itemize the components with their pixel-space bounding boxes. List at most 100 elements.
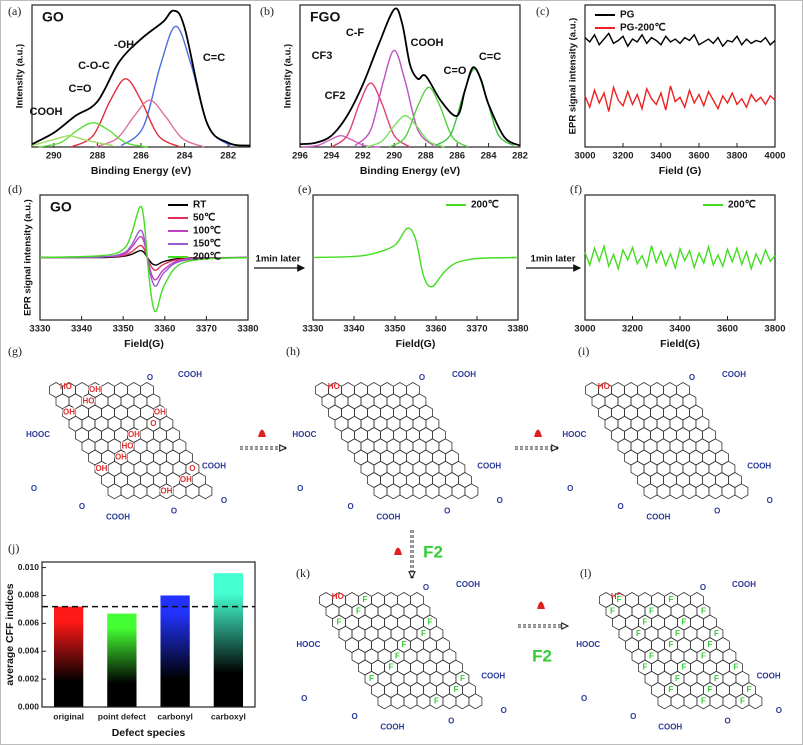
peak-label: COOH <box>30 106 63 118</box>
group-label: COOH <box>202 462 226 471</box>
lattice <box>49 382 213 500</box>
group-label: F <box>337 618 342 627</box>
bar <box>107 613 137 707</box>
group-label: O <box>423 583 429 592</box>
group-label: F <box>610 606 615 615</box>
group-label: COOH <box>477 462 501 471</box>
group-label: F <box>701 651 706 660</box>
arrow-head <box>279 444 288 452</box>
x-axis-label: Binding Energy (eV) <box>91 165 191 177</box>
lattice <box>315 382 479 500</box>
series-line <box>39 205 249 313</box>
group-label: F <box>643 618 648 627</box>
group-label: O <box>448 717 454 726</box>
panel-label: (e) <box>298 182 311 196</box>
group-label: F <box>649 651 654 660</box>
series-group <box>584 243 776 272</box>
group-label: COOH <box>376 513 400 522</box>
lattice <box>585 382 749 500</box>
group-label: HO <box>82 396 94 405</box>
panel-label: (h) <box>286 344 300 358</box>
arrow-head <box>297 264 306 272</box>
series-line <box>584 243 776 272</box>
series-line <box>31 9 251 147</box>
group-label: F <box>363 595 368 604</box>
group-label: COOH <box>481 672 505 681</box>
group-label: O <box>221 496 227 505</box>
group-label: COOH <box>178 370 202 379</box>
bar <box>160 595 190 707</box>
x-axis-label: Field(G) <box>124 338 164 350</box>
group-label: F <box>740 696 745 705</box>
series-line <box>70 78 181 148</box>
bar <box>213 573 244 707</box>
group-label: F <box>369 674 374 683</box>
hexagon <box>468 693 483 710</box>
x-axis-label: Binding Energy (eV) <box>360 165 460 177</box>
transition-label: 1min later <box>256 254 301 265</box>
group-label: HOOC <box>26 430 50 439</box>
chart-title: GO <box>42 9 64 25</box>
series-line <box>38 122 148 148</box>
group-label: F <box>453 685 458 694</box>
group-label: F <box>714 674 719 683</box>
group-label: O <box>689 373 695 382</box>
group-label: F <box>460 674 465 683</box>
x-tick-label: carboxyl <box>211 711 246 721</box>
hexagon <box>734 483 749 500</box>
x-tick-label: 3340 <box>343 324 364 335</box>
heat-icon <box>534 429 542 437</box>
series-line <box>584 32 776 48</box>
series-line <box>434 68 515 147</box>
group-label: O <box>617 502 623 511</box>
x-tick-label: 290 <box>46 151 62 162</box>
x-tick-label: 3200 <box>612 151 633 162</box>
peak-label: C=O <box>69 83 92 95</box>
group-label: OH <box>63 408 75 417</box>
x-tick-label: 282 <box>512 151 528 162</box>
y-axis-label: Intensity (a.u.) <box>15 44 26 108</box>
y-tick-label: 0.000 <box>18 701 40 711</box>
series-line <box>301 134 381 148</box>
x-tick-label: 3370 <box>196 324 217 335</box>
panel-label: (k) <box>296 566 310 580</box>
heat-icon <box>537 601 545 609</box>
group-label: O <box>301 694 307 703</box>
panel-label: (f) <box>570 182 582 196</box>
x-tick-label: 3000 <box>574 151 595 162</box>
series-group <box>312 227 519 288</box>
group-label: COOH <box>452 370 476 379</box>
legend-label: RT <box>193 200 206 211</box>
arrow-head <box>561 622 570 630</box>
group-label: O <box>724 717 730 726</box>
x-tick-label: point defect <box>98 711 146 721</box>
group-label: O <box>79 502 85 511</box>
y-tick-label: 0.010 <box>18 562 40 572</box>
group-label: F <box>681 618 686 627</box>
x-tick-label: 3350 <box>113 324 134 335</box>
x-tick-label: 3330 <box>29 324 50 335</box>
group-label: F <box>701 606 706 615</box>
group-label: O <box>767 496 773 505</box>
arrow-head <box>408 571 416 580</box>
series-line <box>31 134 113 147</box>
group-label: F <box>681 663 686 672</box>
heat-icon <box>394 547 402 555</box>
x-axis-label: Field(G) <box>396 338 436 350</box>
group-label: O <box>147 373 153 382</box>
group-label: HO <box>598 382 610 391</box>
legend-label: 200℃ <box>193 252 221 263</box>
chart-title: GO <box>50 199 72 215</box>
group-label: O <box>501 706 507 715</box>
group-label: O <box>351 712 357 721</box>
x-tick-label: 284 <box>481 151 498 162</box>
x-tick-label: 3400 <box>650 151 671 162</box>
legend-label: 50℃ <box>193 213 215 224</box>
group-label: O <box>630 712 636 721</box>
series-line <box>94 99 205 148</box>
x-tick-label: 290 <box>386 151 402 162</box>
group-label: O <box>150 419 156 428</box>
x-tick-label: 294 <box>323 151 340 162</box>
x-tick-label: 3800 <box>726 151 747 162</box>
series-group <box>584 32 776 112</box>
